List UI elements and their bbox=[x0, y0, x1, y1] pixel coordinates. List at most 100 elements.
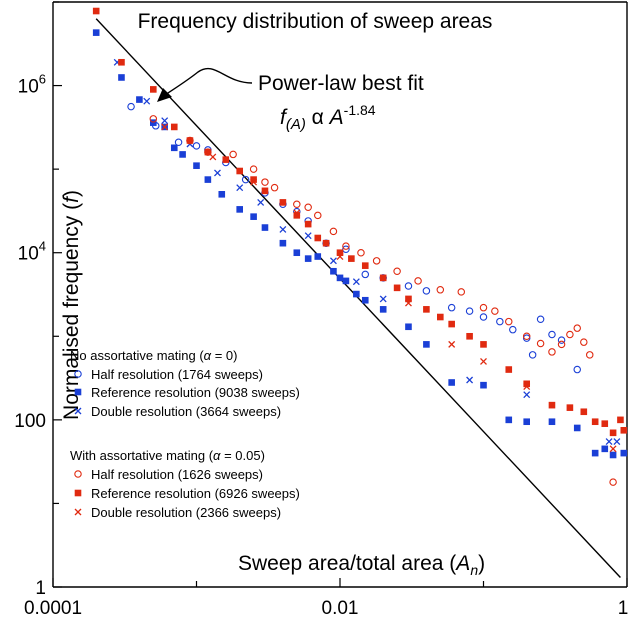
data-point-series-4 bbox=[379, 274, 387, 282]
data-point-series-3 bbox=[522, 332, 531, 341]
data-point-series-4 bbox=[336, 249, 344, 257]
data-point-series-5 bbox=[480, 357, 487, 365]
data-point-series-4 bbox=[304, 220, 312, 228]
data-point-series-2 bbox=[143, 97, 151, 105]
data-point-series-3 bbox=[573, 324, 581, 332]
data-point-series-1 bbox=[118, 74, 125, 81]
data-point-series-1 bbox=[448, 379, 455, 386]
data-point-series-4 bbox=[322, 239, 330, 247]
x-tick-label: 0.0001 bbox=[24, 598, 82, 619]
data-point-series-0 bbox=[174, 138, 183, 146]
data-point-series-3 bbox=[479, 303, 488, 312]
legend-marker-4 bbox=[74, 489, 82, 497]
data-point-series-0 bbox=[361, 270, 370, 279]
data-point-series-3 bbox=[357, 248, 365, 257]
data-point-series-1 bbox=[609, 451, 617, 459]
y-tick-label: 106 bbox=[18, 72, 46, 98]
data-point-series-3 bbox=[566, 330, 574, 339]
data-point-series-5 bbox=[161, 123, 169, 131]
data-point-series-3 bbox=[304, 203, 312, 211]
data-point-series-3 bbox=[457, 288, 466, 296]
legend-marker-0 bbox=[74, 370, 82, 378]
data-point-series-1 bbox=[170, 144, 178, 152]
legend-item-1: Half resolution (1764 sweeps) bbox=[91, 367, 263, 382]
data-point-series-2 bbox=[613, 438, 621, 446]
data-point-series-2 bbox=[466, 376, 474, 384]
data-point-series-4 bbox=[601, 420, 609, 427]
data-point-series-5 bbox=[405, 299, 412, 307]
data-point-series-3 bbox=[557, 340, 566, 349]
data-point-series-4 bbox=[250, 176, 257, 183]
data-point-series-2 bbox=[161, 117, 169, 125]
data-point-series-5 bbox=[448, 340, 456, 348]
annotation-arrow bbox=[164, 67, 253, 96]
data-point-series-0 bbox=[548, 330, 556, 339]
legend-group1-title: No assortative mating (α = 0) bbox=[70, 348, 237, 363]
data-point-series-3 bbox=[314, 211, 322, 220]
data-point-series-3 bbox=[580, 338, 588, 346]
x-tick-label: 0.01 bbox=[322, 598, 359, 619]
data-point-series-5 bbox=[250, 178, 258, 186]
legend-item-3: Double resolution (3664 sweeps) bbox=[91, 404, 281, 419]
data-point-series-4 bbox=[580, 408, 588, 416]
data-point-series-1 bbox=[379, 306, 387, 313]
data-point-series-1 bbox=[250, 213, 257, 220]
legend-item-2: Reference resolution (9038 sweeps) bbox=[91, 385, 300, 400]
data-point-series-0 bbox=[422, 287, 431, 295]
data-point-series-4 bbox=[505, 366, 513, 373]
fit-annotation-formula: f(A) α A-1.84 bbox=[280, 102, 376, 133]
x-axis-label: Sweep area/total area (An) bbox=[238, 552, 485, 578]
data-point-series-1 bbox=[548, 418, 556, 426]
formula-sub: (A) bbox=[286, 116, 306, 133]
data-point-series-1 bbox=[353, 290, 360, 298]
data-point-series-5 bbox=[209, 153, 217, 161]
data-point-series-2 bbox=[605, 438, 613, 446]
data-point-series-4 bbox=[480, 341, 487, 348]
legend-item-6: Double resolution (2366 sweeps) bbox=[91, 505, 281, 520]
data-point-series-0 bbox=[342, 245, 350, 254]
power-law-fit-line bbox=[95, 18, 621, 578]
axis-ticks: 0.0001 0.01 1 1 100 104 106 bbox=[14, 1, 628, 619]
data-point-series-0 bbox=[241, 175, 250, 184]
formula-A: A bbox=[328, 106, 344, 129]
data-point-series-3 bbox=[491, 307, 499, 315]
data-point-series-4 bbox=[609, 429, 617, 437]
data-point-series-4 bbox=[620, 426, 628, 434]
data-point-series-0 bbox=[573, 365, 581, 374]
fit-line-group bbox=[95, 18, 621, 578]
legend-group2-title: With assortative mating (α = 0.05) bbox=[70, 448, 265, 463]
data-point-series-3 bbox=[505, 317, 513, 326]
data-point-series-1 bbox=[342, 277, 350, 285]
data-point-series-3 bbox=[609, 478, 617, 486]
data-point-series-0 bbox=[192, 142, 201, 150]
data-point-series-4 bbox=[150, 86, 157, 93]
data-point-series-1 bbox=[405, 323, 412, 331]
data-points bbox=[92, 7, 628, 486]
data-point-series-2 bbox=[279, 225, 287, 233]
data-point-series-1 bbox=[279, 239, 287, 247]
data-point-series-3 bbox=[270, 183, 279, 192]
data-point-series-3 bbox=[329, 227, 338, 236]
data-point-series-2 bbox=[257, 198, 265, 206]
data-point-series-2 bbox=[352, 278, 360, 286]
data-point-series-0 bbox=[496, 317, 504, 326]
data-point-series-4 bbox=[405, 295, 412, 303]
data-point-series-5 bbox=[523, 383, 531, 391]
data-point-series-4 bbox=[437, 313, 444, 321]
data-point-series-5 bbox=[336, 253, 344, 260]
data-point-series-1 bbox=[601, 445, 609, 453]
data-point-series-0 bbox=[536, 315, 545, 323]
data-point-series-0 bbox=[465, 307, 474, 315]
data-point-series-3 bbox=[293, 200, 301, 209]
data-point-series-0 bbox=[127, 102, 135, 111]
data-point-series-4 bbox=[186, 137, 194, 144]
annotation-arrowhead bbox=[157, 88, 172, 102]
data-point-series-3 bbox=[536, 339, 545, 348]
chart-title: Frequency distribution of sweep areas bbox=[138, 10, 493, 33]
data-point-series-4 bbox=[566, 404, 574, 411]
data-point-series-4 bbox=[204, 148, 212, 156]
legend-item-5: Reference resolution (6926 sweeps) bbox=[91, 486, 300, 501]
data-point-series-1 bbox=[261, 224, 269, 231]
fit-annotation-line1: Power-law best fit bbox=[258, 72, 424, 95]
